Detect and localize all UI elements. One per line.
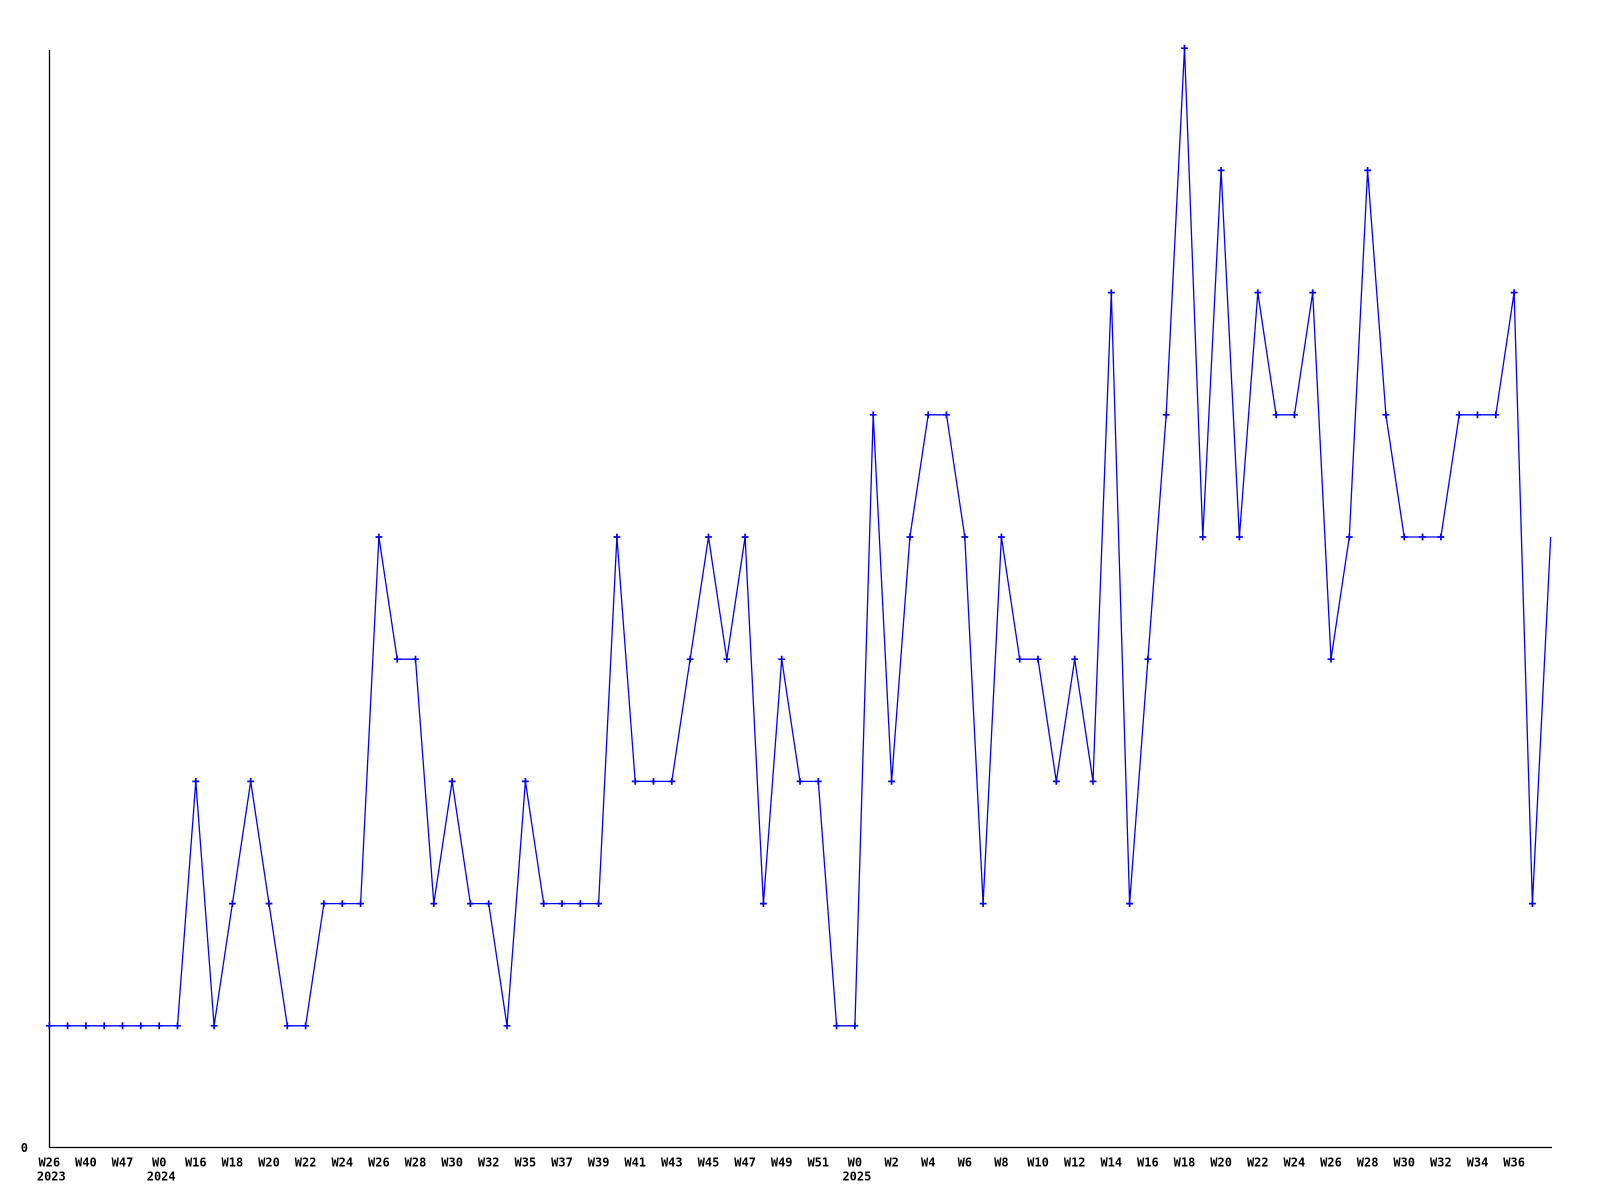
x-tick-week-label: W40: [75, 1156, 97, 1170]
x-tick-week-label: W4: [921, 1156, 935, 1170]
x-tick-week-label: W26: [1320, 1156, 1342, 1170]
x-tick-week-label: W20: [1210, 1156, 1232, 1170]
y-axis-zero-label: 0: [20, 1141, 28, 1155]
x-tick-week-label: W16: [1137, 1156, 1159, 1170]
x-tick-week-label: W24: [331, 1156, 353, 1170]
x-tick-week-label: W18: [1174, 1156, 1196, 1170]
x-tick-week-label: W34: [1467, 1156, 1489, 1170]
x-tick-week-label: W26: [38, 1156, 60, 1170]
x-tick-week-label: W51: [807, 1156, 829, 1170]
x-tick-week-label: W35: [515, 1156, 537, 1170]
x-tick-week-label: W20: [258, 1156, 280, 1170]
x-tick-week-label: W12: [1064, 1156, 1086, 1170]
x-tick-week-label: W0: [152, 1156, 166, 1170]
x-tick-week-label: W28: [1357, 1156, 1379, 1170]
x-tick-year-label: 2023: [37, 1170, 66, 1184]
data-line: [49, 48, 1552, 1027]
x-tick-week-label: W43: [661, 1156, 683, 1170]
x-tick-week-label: W6: [958, 1156, 972, 1170]
x-tick-week-label: W2: [884, 1156, 898, 1170]
x-tick-week-label: W30: [441, 1156, 463, 1170]
data-point-marker: [45, 44, 1536, 1030]
x-tick-week-label: W22: [295, 1156, 317, 1170]
x-tick-week-label: W16: [185, 1156, 207, 1170]
x-tick-week-label: W22: [1247, 1156, 1269, 1170]
x-tick-week-label: W41: [624, 1156, 646, 1170]
x-tick-week-label: W32: [1430, 1156, 1452, 1170]
x-tick-year-label: 2025: [842, 1170, 871, 1184]
x-tick-week-label: W32: [478, 1156, 500, 1170]
x-tick-week-label: W39: [588, 1156, 610, 1170]
x-tick-week-label: W8: [994, 1156, 1008, 1170]
x-tick-week-label: W24: [1284, 1156, 1306, 1170]
x-tick-week-label: W10: [1027, 1156, 1049, 1170]
x-tick-week-label: W18: [222, 1156, 244, 1170]
x-tick-year-label: 2024: [147, 1170, 176, 1184]
x-tick-week-label: W0: [848, 1156, 862, 1170]
x-tick-week-label: W47: [734, 1156, 756, 1170]
x-tick-week-label: W36: [1503, 1156, 1525, 1170]
x-tick-week-label: W49: [771, 1156, 793, 1170]
x-tick-week-label: W26: [368, 1156, 390, 1170]
x-tick-week-label: W28: [405, 1156, 427, 1170]
x-tick-week-label: W47: [112, 1156, 134, 1170]
x-tick-week-label: W37: [551, 1156, 573, 1170]
x-tick-week-label: W45: [698, 1156, 720, 1170]
x-tick-week-label: W14: [1100, 1156, 1122, 1170]
x-tick-week-label: W30: [1393, 1156, 1415, 1170]
